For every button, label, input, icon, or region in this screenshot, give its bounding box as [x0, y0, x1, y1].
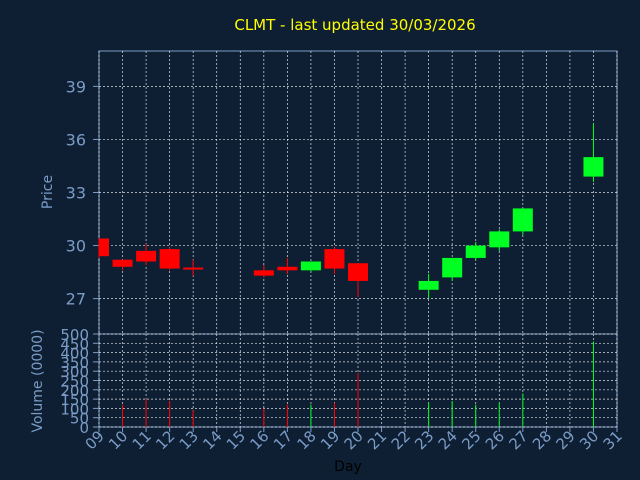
- x-tick-label: 21: [364, 427, 390, 453]
- price-gridlines: [98, 51, 618, 334]
- price-tick-label: 39: [66, 77, 86, 96]
- candle-body-17: [277, 266, 298, 271]
- x-tick-label: 31: [600, 427, 626, 453]
- candle-body-25: [465, 245, 486, 258]
- x-tick-label: 18: [294, 427, 320, 453]
- candle-body-09: [99, 238, 109, 257]
- volume-tick-label: 350: [60, 354, 89, 372]
- x-tick-label: 22: [388, 427, 414, 453]
- volume-tick-label: 300: [60, 363, 89, 381]
- x-tick-labels: 0910111213141516171819202122232425262728…: [82, 427, 626, 453]
- chart-title: CLMT - last updated 30/03/2026: [234, 16, 475, 34]
- candle-body-12: [159, 249, 180, 269]
- volume-tick-label: 50: [70, 410, 89, 428]
- volume-tick-label: 100: [60, 400, 89, 418]
- x-tick-label: 29: [553, 427, 579, 453]
- volume-tick-label: 250: [60, 373, 89, 391]
- volume-bars: [122, 341, 594, 427]
- candle-body-27: [512, 208, 533, 232]
- x-tick-label: 25: [458, 427, 484, 453]
- price-axis-label: Price: [40, 175, 56, 209]
- candle-body-10: [112, 259, 133, 267]
- x-tick-label: 23: [411, 427, 437, 453]
- volume-tick-label: 450: [60, 335, 89, 353]
- price-tick-label: 27: [66, 290, 86, 309]
- candle-body-19: [324, 249, 345, 269]
- candle-body-16: [253, 270, 274, 276]
- x-tick-label: 16: [246, 427, 272, 453]
- price-tick-label: 36: [66, 130, 86, 149]
- x-tick-label: 12: [152, 427, 178, 453]
- candle-body-11: [136, 250, 157, 262]
- candle-body-23: [418, 280, 439, 290]
- x-tick-label: 15: [223, 427, 249, 453]
- x-tick-label: 30: [576, 427, 602, 453]
- price-tick-label: 30: [66, 237, 86, 256]
- candle-body-20: [348, 263, 368, 281]
- x-tick-label: 20: [341, 427, 367, 453]
- volume-tick-label: 500: [60, 326, 89, 344]
- volume-tick-label: 200: [60, 382, 89, 400]
- x-tick-label: 13: [176, 427, 202, 453]
- candle-body-26: [489, 231, 510, 248]
- x-tick-label: 27: [505, 427, 531, 453]
- price-candles: [98, 123, 604, 299]
- volume-tick-label: 0: [79, 419, 89, 437]
- x-tick-label: 17: [270, 427, 296, 453]
- x-tick-label: 28: [529, 427, 555, 453]
- x-tick-label: 11: [129, 427, 155, 453]
- x-axis-label: Day: [334, 459, 362, 475]
- price-tick-label: 33: [66, 184, 86, 203]
- volume-axis-label: Volume (0000): [30, 329, 46, 432]
- price-tick-labels: 27 30 33 36 39: [66, 77, 99, 309]
- x-tick-label: 10: [105, 427, 131, 453]
- candle-body-13: [183, 267, 204, 270]
- volume-tick-label: 400: [60, 345, 89, 363]
- volume-tick-label: 150: [60, 391, 89, 409]
- x-tick-label: 26: [482, 427, 508, 453]
- price-panel: 27 30 33 36 39 Price: [40, 50, 618, 335]
- x-tick-label: 24: [435, 427, 461, 453]
- x-tick-label: 19: [317, 427, 343, 453]
- candle-body-18: [300, 261, 321, 271]
- candle-body-30: [583, 157, 604, 177]
- x-tick-label: 14: [199, 427, 225, 453]
- candle-body-24: [442, 257, 463, 278]
